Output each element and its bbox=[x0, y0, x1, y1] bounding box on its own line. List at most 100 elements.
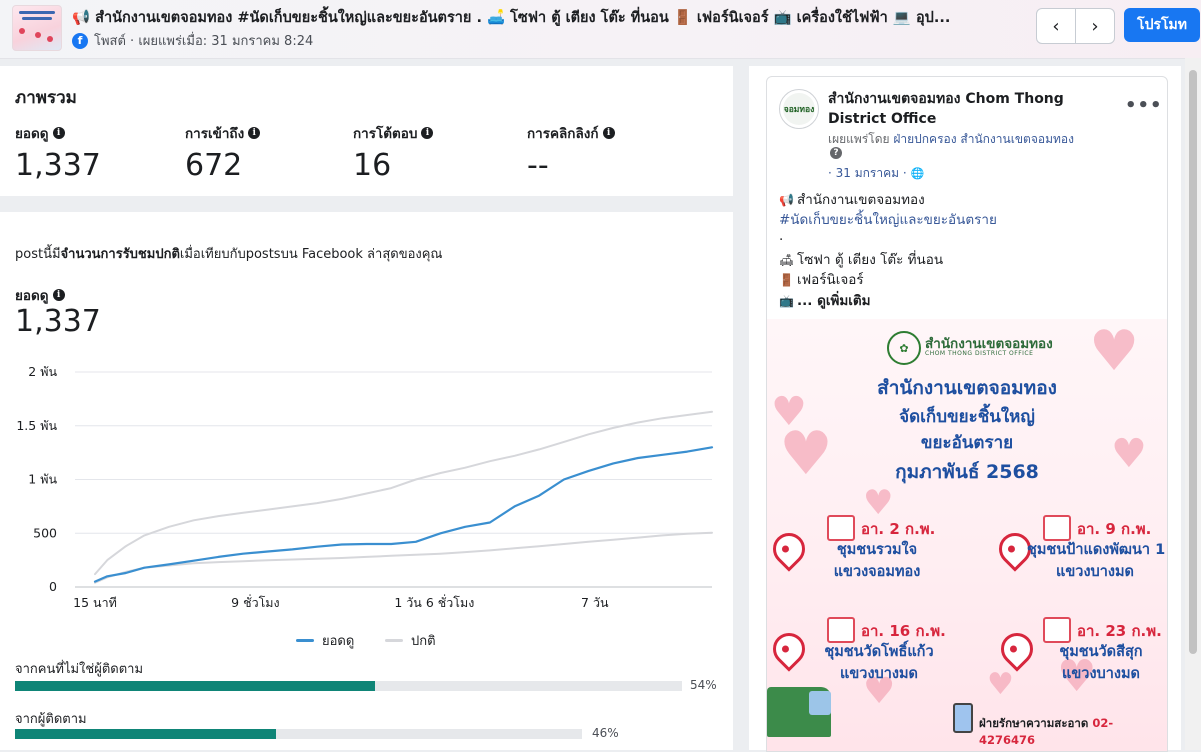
heart-decoration: ♥ bbox=[1111, 431, 1147, 477]
see-more-link[interactable]: ... ดูเพิ่มเติม bbox=[797, 293, 871, 309]
post-dot: . bbox=[779, 228, 784, 244]
info-icon[interactable]: i bbox=[248, 127, 261, 139]
note-prefix: postนี้มี bbox=[15, 247, 61, 262]
performance-card: postนี้มีจำนวนการรับชมปกติเมื่อเทียบกับp… bbox=[0, 212, 733, 750]
heart-decoration: ♥ bbox=[863, 671, 896, 712]
calendar-icon bbox=[827, 515, 855, 541]
post-hashtag[interactable]: #นัดเก็บขยะชิ้นใหญ่และขยะอันตราย bbox=[779, 212, 997, 228]
event-place: ชุมชนป้าแดงพัฒนา 1 bbox=[1027, 542, 1166, 558]
metric-value: 16 bbox=[353, 148, 392, 183]
post-image[interactable]: ♥ ♥ ♥ ♥ ♥ ♥ ♥ ♥ ✿ สำนักงานเขตจอมทอง CHOM… bbox=[767, 319, 1167, 751]
location-pin-icon bbox=[767, 526, 812, 572]
next-post-button[interactable]: › bbox=[1075, 8, 1115, 44]
source-followers-fill bbox=[15, 729, 276, 739]
calendar-icon bbox=[827, 617, 855, 643]
performance-note: postนี้มีจำนวนการรับชมปกติเมื่อเทียบกับp… bbox=[15, 243, 443, 264]
poster-org-en: CHOM THONG DISTRICT OFFICE bbox=[925, 350, 1034, 357]
post-line-4: 🚪 เฟอร์นิเจอร์ bbox=[779, 268, 864, 290]
legend-swatch-views bbox=[296, 639, 314, 642]
source-nonfollowers-fill bbox=[15, 681, 376, 691]
y-tick-label: 500 bbox=[33, 525, 57, 540]
series-line-views bbox=[93, 446, 714, 583]
views-label-text: ยอดดู bbox=[15, 288, 49, 304]
event-date: อา. 16 ก.พ. bbox=[861, 622, 946, 640]
heart-decoration: ♥ bbox=[779, 419, 833, 489]
metric-value: -- bbox=[527, 148, 549, 183]
legend-label: ยอดดู bbox=[322, 634, 355, 649]
event-date: อา. 9 ก.พ. bbox=[1077, 520, 1152, 538]
views-value: 1,337 bbox=[15, 304, 101, 339]
poster-footer: ฝ่ายรักษาความสะอาด 02-4276476 bbox=[979, 715, 1167, 747]
overview-title: ภาพรวม bbox=[15, 88, 77, 108]
x-tick-label: 9 ชั่วโมง bbox=[231, 594, 280, 610]
location-pin-icon bbox=[994, 626, 1040, 672]
avatar-text: จอมทอง bbox=[783, 93, 815, 125]
published-by-prefix: เผยแพร่โดย bbox=[828, 132, 890, 146]
location-pin-icon bbox=[767, 626, 812, 672]
district-logo-icon: ✿ bbox=[887, 331, 921, 365]
promote-button[interactable]: โปรโมท bbox=[1124, 8, 1200, 42]
tv-icon: 📺 bbox=[779, 294, 794, 308]
heart-decoration: ♥ bbox=[987, 667, 1014, 702]
post-line-5: 📺... ดูเพิ่มเติม bbox=[779, 289, 871, 311]
event-date: อา. 23 ก.พ. bbox=[1077, 622, 1162, 640]
post-line-1: 📢 สำนักงานเขตจอมทอง bbox=[779, 188, 925, 210]
scrollbar-thumb[interactable] bbox=[1189, 70, 1197, 654]
series-line-typical bbox=[94, 531, 713, 584]
info-icon[interactable]: i bbox=[602, 127, 615, 139]
poster-month: กุมภาพันธ์ 2568 bbox=[895, 461, 1039, 483]
y-tick-label: 1.5 พัน bbox=[16, 418, 57, 433]
metric-link-clicks: การคลิกลิงก์ i -- bbox=[527, 122, 615, 183]
post-preview-card: จอมทอง สำนักงานเขตจอมทอง Chom Thong Dist… bbox=[766, 76, 1168, 752]
info-icon[interactable]: i bbox=[421, 127, 434, 139]
published-by-link[interactable]: ฝ่ายปกครอง สำนักงานเขตจอมทอง bbox=[893, 132, 1074, 146]
legend-label: ปกติ bbox=[411, 634, 436, 649]
calendar-icon bbox=[1043, 515, 1071, 541]
post-line-text: โซฟา ตู้ เตียง โต๊ะ ที่นอน bbox=[797, 252, 944, 268]
x-tick-label: 15 นาที bbox=[73, 595, 117, 610]
info-icon[interactable]: i bbox=[52, 127, 65, 139]
page-name[interactable]: สำนักงานเขตจอมทอง Chom Thong District Of… bbox=[828, 91, 1064, 127]
metric-label: การเข้าถึง bbox=[185, 126, 245, 142]
event-place: ชุมชนรวมใจ bbox=[836, 542, 918, 558]
facebook-icon: f bbox=[72, 32, 88, 49]
legend-item-typical[interactable]: ปกติ bbox=[385, 630, 436, 651]
event-district: แขวงจอมทอง bbox=[833, 564, 921, 580]
y-tick-label: 1 พัน bbox=[28, 472, 57, 487]
info-icon[interactable]: i bbox=[52, 289, 65, 301]
metric-label: การโต้ตอบ bbox=[353, 126, 418, 142]
overview-card: ภาพรวม ยอดดู i 1,337 การเข้าถึง i 672 การโ… bbox=[0, 66, 733, 196]
heart-decoration: ♥ bbox=[1057, 651, 1097, 702]
metric-label: การคลิกลิงก์ bbox=[527, 126, 599, 142]
megaphone-icon: 📢 bbox=[779, 193, 794, 207]
source-followers-pct: 46% bbox=[592, 726, 619, 740]
post-date-text[interactable]: · 31 มกราคม · bbox=[828, 166, 907, 180]
truck-cab bbox=[809, 691, 831, 715]
event-place: ชุมชนวัดโพธิ์แก้ว bbox=[824, 644, 934, 660]
post-thumbnail[interactable] bbox=[12, 5, 62, 51]
source-nonfollowers-pct: 54% bbox=[690, 678, 717, 692]
sofa-icon: 🛋 bbox=[779, 253, 795, 267]
source-nonfollowers-label: จากคนที่ไม่ใช่ผู้ติดตาม bbox=[15, 662, 144, 677]
source-followers-bar bbox=[15, 729, 582, 739]
metric-reach: การเข้าถึง i 672 bbox=[185, 122, 261, 183]
chevron-left-icon: ‹ bbox=[1052, 15, 1060, 37]
legend-swatch-typical bbox=[385, 639, 403, 642]
previous-post-button[interactable]: ‹ bbox=[1036, 8, 1076, 44]
post-line-text: เฟอร์นิเจอร์ bbox=[797, 272, 864, 288]
help-icon[interactable]: ? bbox=[830, 147, 842, 159]
poster-org: สำนักงานเขตจอมทอง bbox=[925, 336, 1053, 352]
page-avatar[interactable]: จอมทอง bbox=[779, 89, 819, 129]
post-title: 📢 สำนักงานเขตจอมทอง #นัดเก็บขยะชิ้นใหญ่แ… bbox=[72, 10, 951, 26]
footer-label: ฝ่ายรักษาความสะอาด bbox=[979, 716, 1089, 730]
more-options-icon[interactable]: ••• bbox=[1125, 95, 1163, 116]
series-line-typical bbox=[94, 410, 713, 576]
post-date: · 31 มกราคม · 🌐 bbox=[828, 164, 924, 183]
legend-item-views[interactable]: ยอดดู bbox=[296, 630, 354, 651]
event-district: แขวงบางมด bbox=[840, 666, 918, 682]
heart-decoration: ♥ bbox=[1089, 319, 1140, 384]
source-nonfollowers-bar bbox=[15, 681, 682, 691]
x-tick-label: 1 วัน 6 ชั่วโมง bbox=[394, 594, 474, 610]
source-followers-label: จากผู้ติดตาม bbox=[15, 712, 87, 727]
calendar-icon bbox=[1043, 617, 1071, 643]
